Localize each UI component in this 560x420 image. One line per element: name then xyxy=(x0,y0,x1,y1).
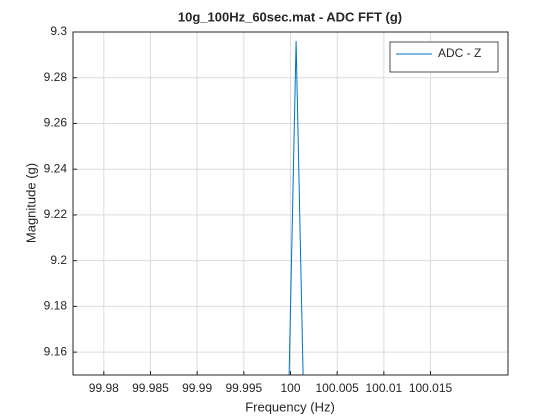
legend-box xyxy=(389,41,499,73)
x-tick-label: 100 xyxy=(280,381,300,395)
y-axis-label: Magnitude (g) xyxy=(23,163,38,243)
x-tick-label: 99.985 xyxy=(132,381,169,395)
x-tick-label: 100.01 xyxy=(365,381,402,395)
x-tick-label: 99.98 xyxy=(89,381,119,395)
data-line xyxy=(288,41,304,375)
y-tick-label: 9.26 xyxy=(44,116,68,130)
x-tick-label: 100.015 xyxy=(409,381,453,395)
x-axis-label: Frequency (Hz) xyxy=(245,399,335,414)
x-tick-label: 100.005 xyxy=(315,381,359,395)
x-tick-label: 99.99 xyxy=(182,381,212,395)
y-tick-label: 9.28 xyxy=(44,70,68,84)
y-tick-label: 9.22 xyxy=(44,207,68,221)
y-tick-label: 9.3 xyxy=(50,24,67,38)
legend-label: ADC - Z xyxy=(438,46,481,60)
y-tick-label: 9.16 xyxy=(44,344,68,358)
y-tick-label: 9.18 xyxy=(44,299,68,313)
y-tick-label: 9.2 xyxy=(50,253,67,267)
plot-lines xyxy=(288,41,304,375)
legend: ADC - Z xyxy=(389,41,499,73)
x-tick-label: 99.995 xyxy=(225,381,262,395)
y-tick-label: 9.24 xyxy=(44,161,68,175)
chart-title: 10g_100Hz_60sec.mat - ADC FFT (g) xyxy=(178,9,402,24)
